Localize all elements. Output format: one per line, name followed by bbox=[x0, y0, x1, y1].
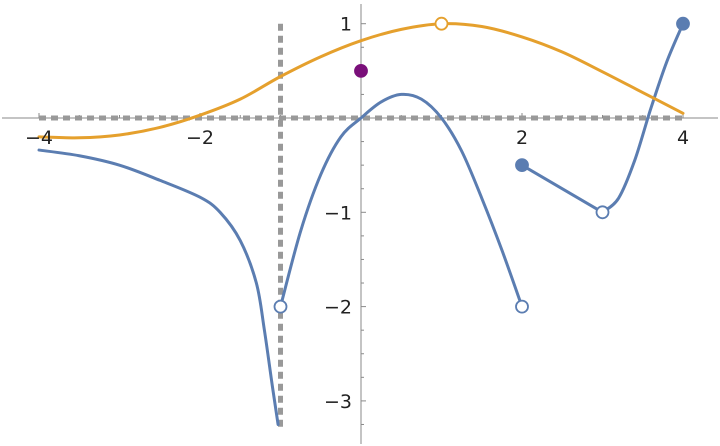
y-tick-label: −2 bbox=[324, 297, 352, 319]
series-layer bbox=[37, 22, 685, 426]
series-blue-2 bbox=[520, 163, 604, 214]
y-tick-label: −1 bbox=[324, 202, 352, 224]
x-tick-label: −4 bbox=[25, 127, 53, 149]
x-tick-label: 4 bbox=[677, 127, 689, 149]
filled-point-marker bbox=[515, 158, 529, 173]
y-tick-label: 1 bbox=[340, 14, 352, 36]
open-point-marker bbox=[515, 299, 529, 314]
filled-point-marker bbox=[354, 63, 368, 78]
filled-point-marker bbox=[676, 16, 690, 31]
series-orange-4 bbox=[37, 22, 685, 140]
y-tick-label: −3 bbox=[324, 391, 352, 413]
series-blue-3 bbox=[601, 22, 685, 214]
open-point-marker bbox=[595, 205, 610, 220]
series-blue-0 bbox=[37, 148, 280, 426]
open-point-marker bbox=[273, 299, 288, 314]
marker-layer bbox=[273, 16, 690, 314]
x-tick-label: −2 bbox=[186, 127, 214, 149]
asymptote-layer bbox=[39, 23, 683, 430]
series-blue-1 bbox=[279, 92, 524, 309]
label-layer: −4 −2 2 4 −3 −2 −1 1 bbox=[25, 14, 689, 413]
x-tick-label: 2 bbox=[516, 127, 528, 149]
open-point-marker bbox=[434, 16, 449, 31]
